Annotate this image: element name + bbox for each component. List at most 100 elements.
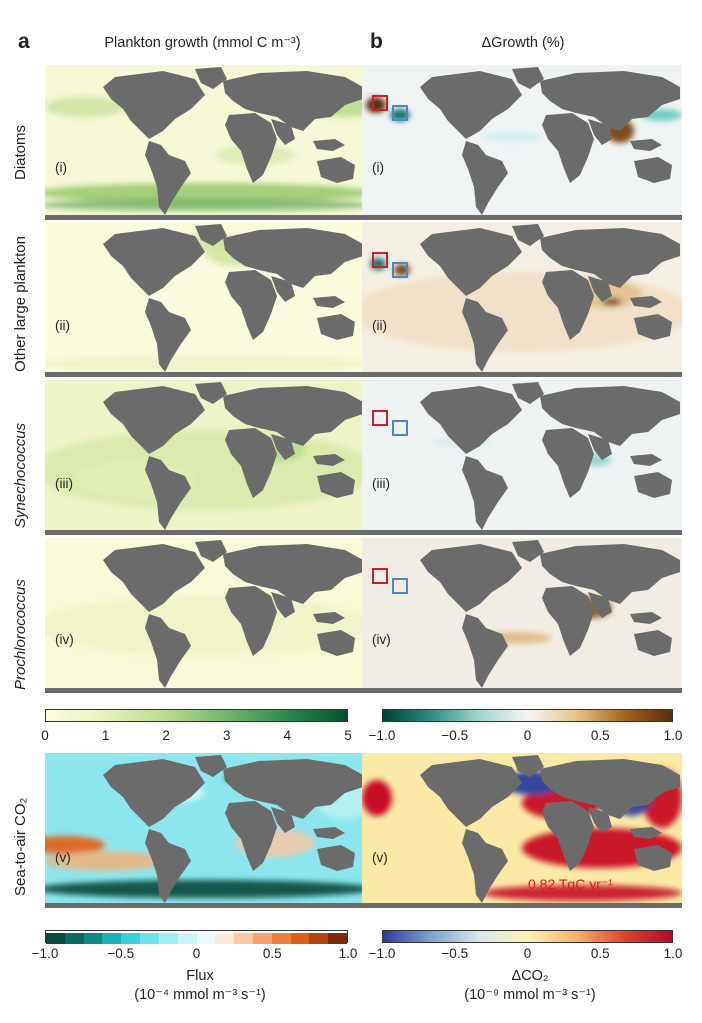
land-mass — [317, 314, 355, 340]
delta-co2-label-line2: (10⁻⁹ mmol m⁻³ s⁻¹) — [464, 987, 596, 1003]
land-mass — [362, 372, 682, 377]
land-mass — [630, 827, 662, 839]
land-mass — [145, 614, 191, 688]
row-label-diatoms: Diatoms — [12, 124, 29, 180]
panel-letter-a: a — [18, 30, 30, 53]
colorbar-flux — [45, 930, 348, 944]
land-mass — [540, 544, 680, 604]
tick-growth-2: 2 — [162, 728, 170, 743]
region-box-blue — [392, 420, 408, 436]
land-mass — [630, 296, 662, 308]
flux-colorbar-step — [121, 933, 141, 944]
land-mass — [630, 454, 662, 466]
region-box-blue — [392, 578, 408, 594]
land-mass — [420, 544, 522, 612]
land-mass — [542, 586, 594, 656]
flux-colorbar-step — [309, 933, 329, 944]
row-label-sea-to-air-co2: Sea-to-air CO₂ — [12, 797, 29, 896]
map-prochlorococcus-delta — [362, 538, 682, 693]
land-mass — [223, 759, 363, 819]
land-mass — [313, 454, 345, 466]
colorbar-growth — [45, 709, 348, 722]
flux-colorbar-step — [102, 933, 122, 944]
land-mass — [630, 139, 662, 151]
tick-flux-3: 0.5 — [262, 946, 282, 961]
flux-colorbar-step — [271, 933, 291, 944]
tick-growth-0: 0 — [41, 728, 49, 743]
land-mass — [588, 592, 612, 618]
flux-label-line2: (10⁻⁴ mmol m⁻³ s⁻¹) — [134, 987, 266, 1003]
panel-index-left-5: (v) — [55, 850, 71, 865]
map-other-large-delta — [362, 222, 682, 377]
map-prochlorococcus-delta-svg — [362, 538, 682, 693]
land-mass — [225, 801, 277, 871]
flux-annotation: 0.82 TgC yr⁻¹ — [528, 876, 613, 892]
land-mass — [195, 382, 227, 404]
land-mass — [542, 270, 594, 340]
land-mass — [462, 456, 508, 530]
land-mass — [634, 314, 672, 340]
land-mass — [103, 759, 205, 827]
region-box-red — [372, 410, 388, 426]
panel-index-right-2: (ii) — [372, 318, 387, 333]
tick-growth-5: 5 — [344, 728, 352, 743]
flux-colorbar-step — [215, 933, 235, 944]
land-mass — [313, 612, 345, 624]
panel-letter-b: b — [370, 30, 383, 53]
column-title-delta-growth: ΔGrowth (%) — [481, 35, 565, 51]
panel-index-left-4: (iv) — [55, 632, 74, 647]
map-sea-to-air-co2 — [45, 753, 365, 908]
panel-index-right-4: (iv) — [372, 632, 391, 647]
land-mass — [271, 434, 295, 460]
colorbar-delta-co2 — [382, 930, 673, 943]
land-mass — [588, 276, 612, 302]
land-mass — [542, 428, 594, 498]
flux-colorbar-step — [83, 933, 103, 944]
land-mass — [512, 382, 544, 404]
flux-colorbar-step — [196, 933, 216, 944]
map-delta-co2-svg — [362, 753, 682, 908]
tick-delta_co2-1: −0.5 — [441, 946, 469, 961]
land-mass — [223, 544, 363, 604]
map-other-large-growth-svg — [45, 222, 365, 377]
colorbar-label-flux: Flux (10⁻⁴ mmol m⁻³ s⁻¹) — [95, 967, 305, 1005]
land-mass — [634, 630, 672, 656]
land-mass — [271, 276, 295, 302]
tick-delta_co2-4: 1.0 — [663, 946, 683, 961]
flux-colorbar-step — [46, 933, 65, 944]
land-mass — [145, 829, 191, 903]
row-label-synechococcus: Synechococcus — [12, 422, 29, 528]
land-mass — [145, 456, 191, 530]
land-mass — [271, 592, 295, 618]
flux-colorbar-step — [64, 933, 84, 944]
land-mass — [313, 296, 345, 308]
land-mass — [634, 472, 672, 498]
land-mass — [462, 141, 508, 215]
tick-growth-1: 1 — [101, 728, 110, 743]
land-mass — [195, 67, 227, 89]
map-synechococcus-delta-svg — [362, 380, 682, 535]
land-mass — [462, 829, 508, 903]
land-mass — [362, 903, 682, 908]
land-mass — [588, 119, 612, 145]
land-mass — [362, 530, 682, 535]
land-mass — [45, 530, 365, 535]
land-mass — [420, 71, 522, 139]
tick-delta_growth-2: 0 — [523, 728, 532, 743]
map-prochlorococcus-growth-svg — [45, 538, 365, 693]
map-other-large-growth — [45, 222, 365, 377]
land-mass — [540, 71, 680, 131]
column-title-growth: Plankton growth (mmol C m⁻³) — [104, 35, 301, 51]
tick-delta_growth-0: −1.0 — [368, 728, 396, 743]
land-mass — [271, 119, 295, 145]
land-mass — [225, 586, 277, 656]
map-synechococcus-growth — [45, 380, 365, 535]
land-mass — [271, 807, 295, 833]
region-box-red — [372, 252, 388, 268]
land-mass — [420, 759, 522, 827]
land-mass — [313, 139, 345, 151]
panel-index-right-1: (i) — [372, 160, 384, 175]
region-box-blue — [392, 105, 408, 121]
land-mass — [540, 759, 680, 819]
land-mass — [588, 807, 612, 833]
